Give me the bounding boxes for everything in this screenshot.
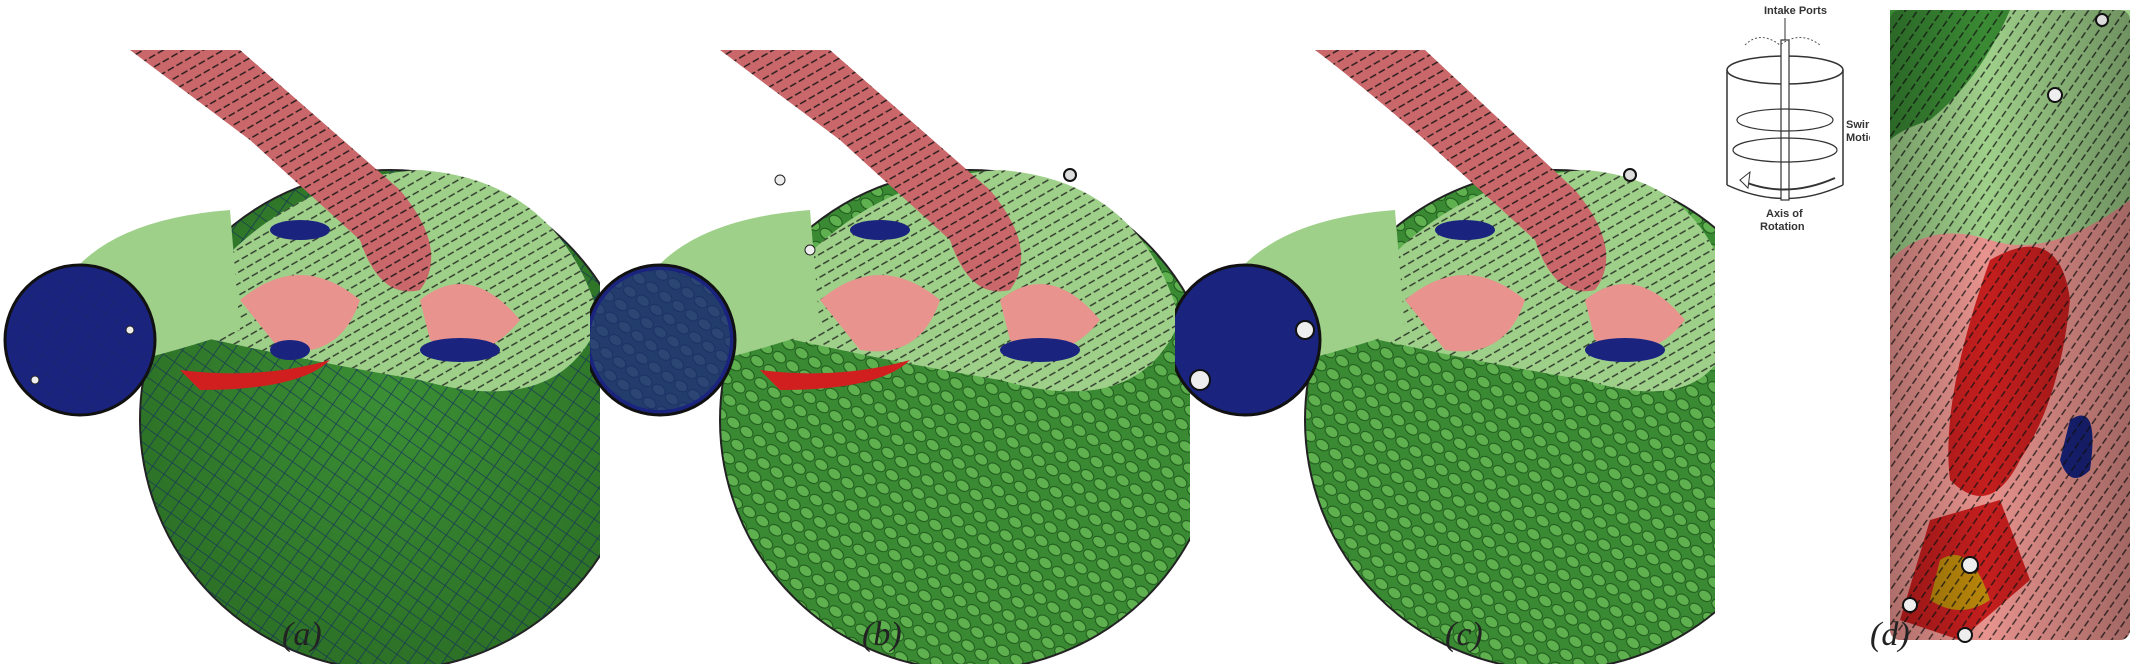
- panel-a-image: [3, 50, 600, 664]
- panel-d: (d): [1870, 0, 2146, 664]
- caption-b: (b): [862, 616, 902, 653]
- label-axis-of: Axis of: [1766, 208, 1803, 220]
- panel-c: (c): [1175, 0, 1715, 664]
- caption-c: (c): [1445, 616, 1483, 653]
- label-motion: Motion: [1846, 132, 1870, 144]
- swirl-diagram: Intake Ports Swirl Motion Axis of Rotati…: [1726, 5, 1870, 233]
- label-rotation: Rotation: [1760, 221, 1805, 233]
- label-intake-ports: Intake Ports: [1764, 5, 1827, 17]
- panel-b-image: [590, 50, 1190, 664]
- label-swirl: Swirl: [1846, 119, 1870, 131]
- panel-c-image: [1175, 50, 1715, 664]
- panel-a: (a): [0, 0, 600, 664]
- inset-diagram: Intake Ports Swirl Motion Axis of Rotati…: [1700, 0, 1870, 240]
- caption-d: (d): [1870, 616, 1910, 653]
- panel-d-image: [1890, 10, 2130, 643]
- panel-b: (b): [590, 0, 1190, 664]
- caption-a: (a): [282, 616, 322, 653]
